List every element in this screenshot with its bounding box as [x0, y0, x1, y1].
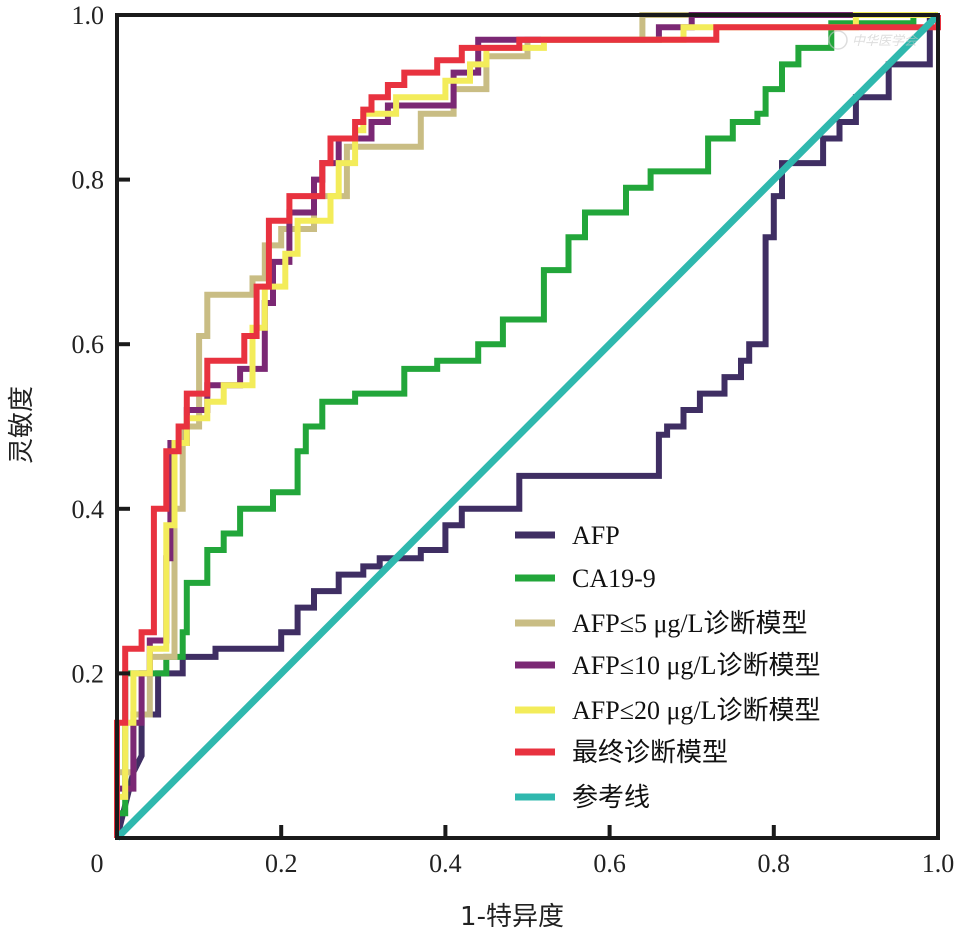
y-tick-label: 0.6 [72, 330, 105, 359]
legend-item: CA19-9 [515, 564, 656, 593]
legend-label: AFP≤20 μg/L诊断模型 [572, 696, 821, 725]
legend-label: 参考线 [572, 783, 650, 812]
legend-item: AFP≤5 μg/L诊断模型 [515, 609, 808, 638]
ticks: 0 0.2 0.4 0.6 0.8 1.0 0.2 0.4 0.6 0.8 1.0 [72, 1, 955, 878]
axes [115, 13, 940, 840]
y-tick-label: 0.8 [72, 166, 105, 195]
legend-item: AFP [515, 521, 620, 550]
plot-frame [115, 13, 940, 840]
series-line-afp [114, 12, 938, 839]
legend-label: AFP≤10 μg/L诊断模型 [572, 651, 821, 680]
x-tick-label: 0 [91, 849, 104, 878]
legend-label: AFP≤5 μg/L诊断模型 [572, 609, 808, 638]
series-line-afp-20-g-l [114, 12, 938, 838]
legend-label: 最终诊断模型 [572, 738, 728, 767]
x-tick-label: 0.2 [265, 849, 298, 878]
x-axis-title: 1-特异度 [460, 902, 564, 932]
legend-label: CA19-9 [572, 564, 656, 593]
series-line-ca19-9 [114, 12, 938, 838]
legend: AFP CA19-9 AFP≤5 μg/L诊断模型 AFP≤10 μg/L诊断模型 AF… [515, 521, 821, 812]
legend-label: AFP [572, 521, 620, 550]
x-tick-label: 0.4 [429, 849, 462, 878]
watermark: 中华医学会 [828, 30, 919, 50]
x-tick-label: 1.0 [922, 849, 955, 878]
x-tick-label: 0.8 [758, 849, 791, 878]
legend-item: AFP≤10 μg/L诊断模型 [515, 651, 821, 680]
series-line-series-6 [114, 12, 941, 841]
legend-item: AFP≤20 μg/L诊断模型 [515, 696, 821, 725]
y-tick-label: 0.2 [72, 659, 105, 688]
y-axis-title: 灵敏度 [7, 386, 37, 464]
legend-item: 参考线 [515, 783, 650, 812]
series-line-afp-5-g-l [114, 12, 938, 838]
roc-curves [114, 12, 941, 841]
y-tick-label: 1.0 [72, 1, 105, 30]
legend-item: 最终诊断模型 [515, 738, 728, 767]
series-line-series-5 [114, 15, 941, 838]
series-line-afp-10-g-l [114, 12, 938, 838]
x-tick-label: 0.6 [593, 849, 626, 878]
watermark-text: 中华医学会 [852, 33, 919, 49]
y-tick-label: 0.4 [72, 495, 105, 524]
